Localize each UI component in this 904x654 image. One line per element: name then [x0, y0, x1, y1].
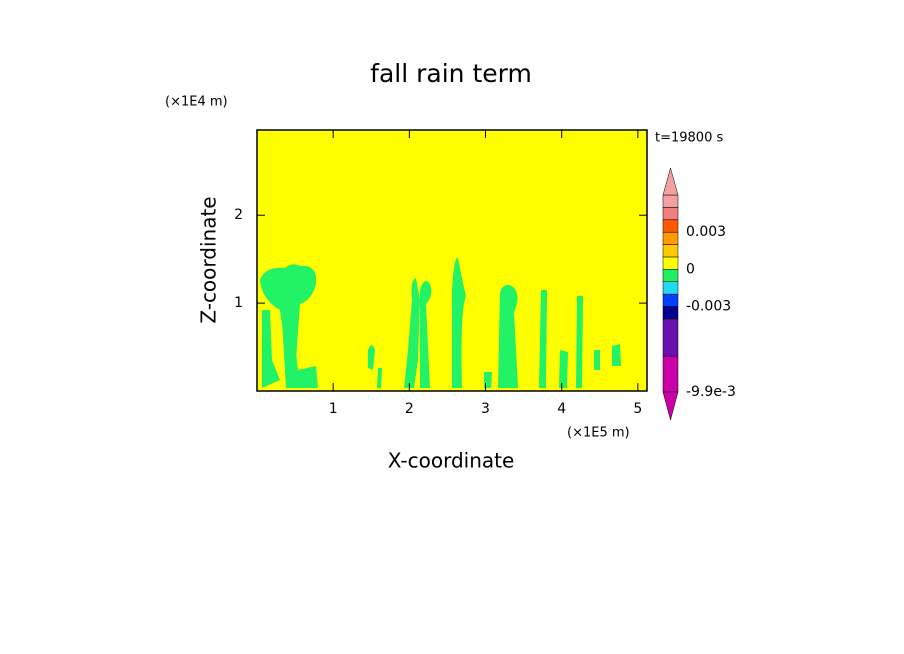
colorbar-segment — [662, 306, 679, 320]
colorbar-tick-label: 0 — [686, 261, 695, 277]
colorbar-segment — [662, 219, 679, 233]
colorbar-tick-label: 0.003 — [686, 224, 726, 240]
y-axis-label: Z-coordinate — [197, 196, 221, 323]
colorbar-segment — [662, 318, 679, 357]
x-unit: (×1E5 m) — [567, 426, 630, 441]
x-tick-label: 5 — [633, 401, 642, 417]
colorbar-segment — [662, 231, 679, 245]
rain-cells — [260, 257, 621, 388]
time-label: t=19800 s — [655, 131, 723, 146]
colorbar-extend-top — [662, 167, 679, 196]
y-tick-label: 2 — [234, 207, 243, 223]
colorbar-segment — [662, 207, 679, 221]
colorbar-tick-label: -0.003 — [686, 299, 731, 315]
colorbar-extend-bottom — [662, 391, 679, 421]
colorbar-segment — [662, 194, 679, 208]
y-unit: (×1E4 m) — [165, 95, 228, 110]
colorbar-segment — [662, 256, 679, 270]
colorbar-segment — [662, 281, 679, 295]
plot-frame — [256, 129, 648, 392]
y-tick-label: 1 — [234, 295, 243, 311]
x-axis-label: X-coordinate — [388, 449, 515, 473]
colorbar-segment — [662, 355, 679, 393]
colorbar-segment — [662, 269, 679, 282]
x-tick-label: 1 — [329, 401, 338, 417]
x-tick-label: 3 — [481, 401, 490, 417]
colorbar-segment — [662, 293, 679, 307]
colorbar-tick-label: -9.9e-3 — [686, 384, 736, 400]
chart-title: fall rain term — [370, 59, 532, 88]
x-tick-label: 4 — [557, 401, 566, 417]
colorbar-segment — [662, 244, 679, 258]
x-tick-label: 2 — [405, 401, 414, 417]
